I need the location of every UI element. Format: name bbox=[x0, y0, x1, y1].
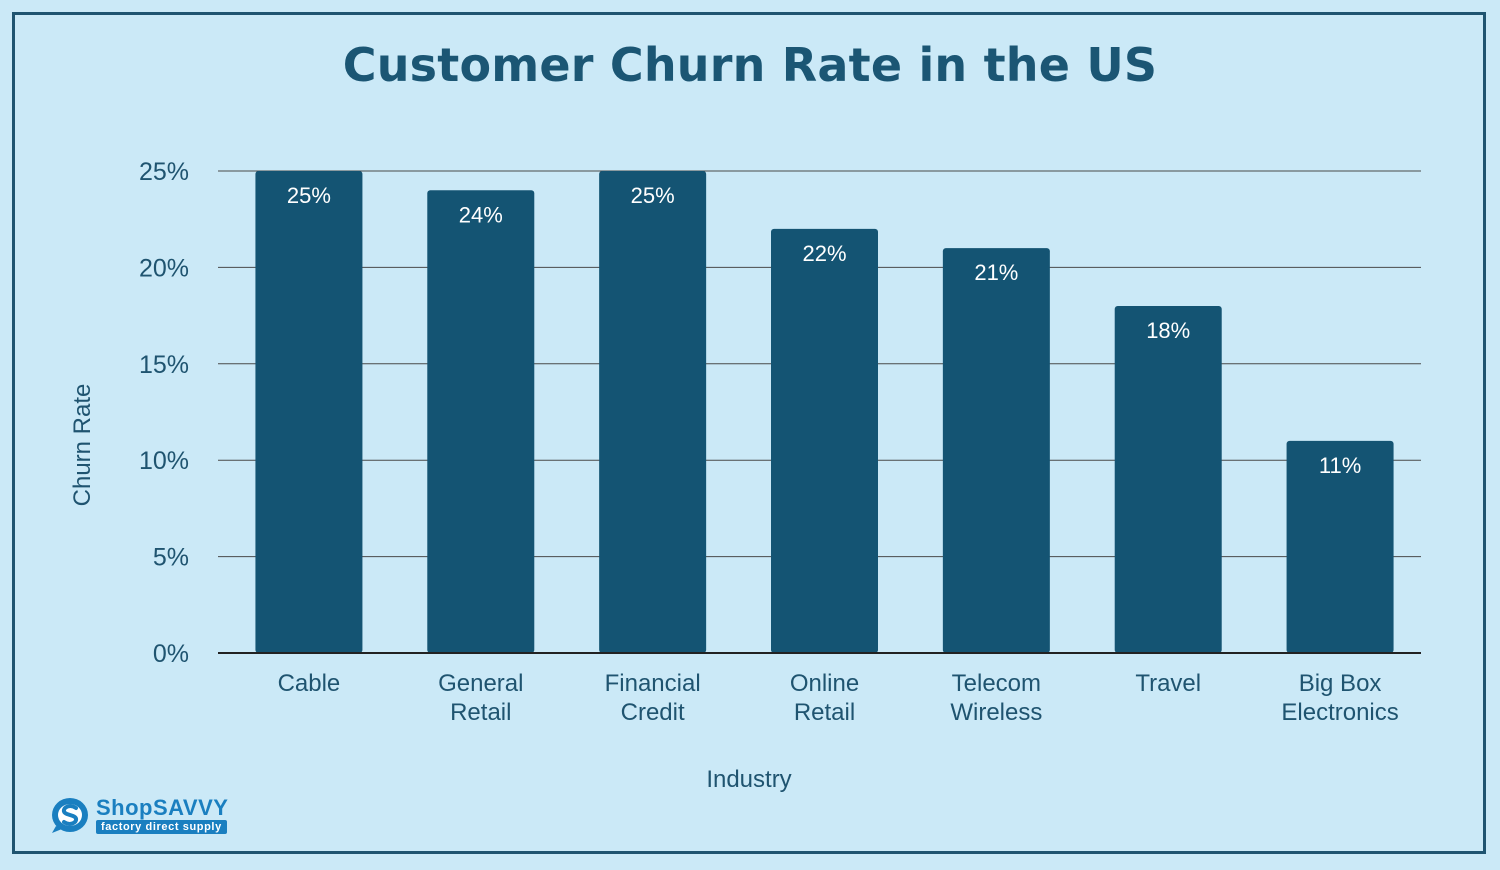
x-category-label: Retail bbox=[450, 699, 511, 726]
x-category-label: Telecom bbox=[952, 670, 1041, 697]
x-axis-title: Industry bbox=[706, 766, 791, 793]
bar bbox=[599, 171, 707, 653]
bar bbox=[942, 248, 1050, 653]
bar-value-labels: 25% 24% 25% 22% 21% 18% 11% bbox=[287, 183, 1361, 478]
bar-value-label: 11% bbox=[1319, 453, 1361, 478]
y-tick-labels: 0% 5% 10% 15% 20% 25% bbox=[139, 158, 189, 668]
y-tick-label: 0% bbox=[153, 640, 189, 668]
bar-value-label: 24% bbox=[459, 202, 503, 227]
y-tick-label: 20% bbox=[139, 254, 189, 282]
x-category-label: Financial bbox=[605, 670, 701, 697]
x-category-label: Cable bbox=[278, 670, 341, 697]
bar-value-label: 22% bbox=[802, 241, 846, 266]
bar bbox=[1114, 305, 1222, 653]
x-category-label: Wireless bbox=[950, 699, 1042, 726]
shopsavvy-logo-icon bbox=[52, 798, 88, 833]
bar bbox=[255, 171, 363, 653]
bar bbox=[1286, 440, 1394, 653]
y-tick-label: 25% bbox=[139, 158, 189, 186]
x-category-label: General bbox=[438, 670, 523, 697]
y-axis-title: Churn Rate bbox=[69, 384, 96, 507]
x-category-label: Credit bbox=[621, 699, 685, 726]
bar bbox=[427, 190, 535, 653]
shopsavvy-logo: ShopSAVVY factory direct supply bbox=[50, 795, 250, 840]
chart-title: Customer Churn Rate in the US bbox=[342, 38, 1158, 92]
logo-tagline: factory direct supply bbox=[96, 820, 227, 834]
x-category-label: Travel bbox=[1135, 670, 1201, 697]
bar-value-label: 25% bbox=[287, 183, 331, 208]
bar-value-label: 21% bbox=[974, 260, 1018, 285]
x-category-label: Retail bbox=[794, 699, 855, 726]
y-tick-label: 5% bbox=[153, 544, 189, 572]
y-tick-label: 15% bbox=[139, 351, 189, 379]
bar-value-label: 18% bbox=[1146, 318, 1190, 343]
bar bbox=[771, 228, 878, 653]
x-category-labels: Cable GeneralRetailFinancialCreditOnlineR… bbox=[278, 670, 1399, 726]
x-category-label: Big Box bbox=[1299, 670, 1382, 697]
x-category-label: Electronics bbox=[1281, 699, 1398, 726]
logo-brand-text: ShopSAVVY bbox=[96, 795, 229, 820]
bar-value-label: 25% bbox=[631, 183, 675, 208]
y-tick-label: 10% bbox=[139, 447, 189, 475]
bars bbox=[255, 171, 1394, 653]
x-category-label: Online bbox=[790, 670, 859, 697]
